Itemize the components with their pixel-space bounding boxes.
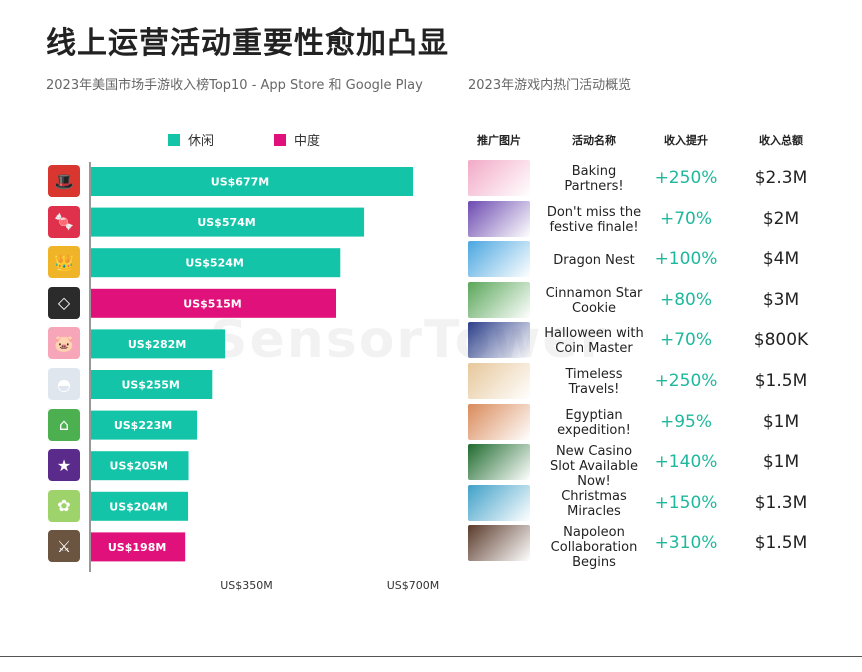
table-row: Baking Partners! +250% $2.3M xyxy=(466,160,856,200)
activity-name: Baking Partners! xyxy=(564,164,624,194)
activity-name: Don't miss the festive finale! xyxy=(546,204,642,235)
revenue-total: $1M xyxy=(762,452,800,473)
legend-label-midcore: 中度 xyxy=(294,134,321,149)
jackpot-party-icon: ★ xyxy=(48,449,80,482)
header-image: 推广图片 xyxy=(477,134,521,147)
bar-3 xyxy=(91,248,341,278)
promo-image xyxy=(468,363,530,399)
revenue-total: $1.3M xyxy=(754,492,808,513)
header-boost: 收入提升 xyxy=(664,134,708,147)
roblox-icon: ◇ xyxy=(48,286,80,319)
page-title: 线上运营活动重要性愈加凸显 xyxy=(46,26,449,61)
watermark: SensorTower xyxy=(210,310,608,370)
activity-name: Dragon Nest xyxy=(553,252,635,268)
chart-subtitle: 2023年美国市场手游收入榜Top10 - App Store 和 Google… xyxy=(46,78,423,93)
revenue-total: $2M xyxy=(762,208,800,229)
revenue-boost: +70% xyxy=(659,330,713,351)
bar-value-label: US$574M xyxy=(197,216,255,229)
revenue-total: $1.5M xyxy=(754,371,808,391)
activity-name: Cinnamon Star Cookie xyxy=(545,285,643,316)
revenue-total: $4M xyxy=(762,249,800,270)
revenue-total: $1.5M xyxy=(754,533,808,554)
promo-image xyxy=(468,525,530,562)
bar-6 xyxy=(91,370,213,399)
bar-value-label: US$255M xyxy=(121,379,179,392)
gardenscapes-icon: ✿ xyxy=(48,489,80,522)
revenue-boost: +250% xyxy=(654,168,718,188)
promo-image xyxy=(468,322,530,359)
bar-4 xyxy=(91,288,336,318)
legend-swatch-midcore xyxy=(274,133,287,146)
promo-image xyxy=(468,484,530,521)
bar-value-label: US$198M xyxy=(108,541,166,554)
bar-10 xyxy=(91,532,186,562)
table-row: Timeless Travels! +250% $1.5M xyxy=(466,363,856,403)
revenue-boost: +80% xyxy=(659,289,713,310)
activity-name: Napoleon Collaboration Begins xyxy=(550,525,638,571)
revenue-boost: +100% xyxy=(654,249,718,270)
table-row: Christmas Miracles +150% $1.3M xyxy=(466,484,856,525)
revenue-boost: +310% xyxy=(654,533,718,554)
legend-item-midcore: 中度 xyxy=(274,130,320,149)
promo-image xyxy=(468,281,530,318)
pokemon-go-icon: ◓ xyxy=(48,368,80,400)
bar-1 xyxy=(91,167,414,196)
x-tick-label: US$700M xyxy=(387,579,440,592)
revenue-total: $2.3M xyxy=(754,168,808,188)
header-name: 活动名称 xyxy=(572,134,616,147)
monopoly-go-icon: 🎩 xyxy=(48,165,80,197)
table-row: Halloween with Coin Master +70% $800K xyxy=(466,322,856,362)
table-row: Egyptian expedition! +95% $1M xyxy=(466,403,856,444)
bar-value-label: US$524M xyxy=(185,257,243,270)
royal-match-icon: 👑 xyxy=(48,246,80,279)
header-total: 收入总额 xyxy=(759,134,803,147)
table-row: Don't miss the festive finale! +70% $2M xyxy=(466,200,856,241)
activity-name: Christmas Miracles xyxy=(561,488,627,519)
strategy-game-icon: ⚔ xyxy=(48,530,80,563)
chart-legend: 休闲 中度 xyxy=(168,130,320,149)
bar-value-label: US$515M xyxy=(183,297,241,310)
bar-9 xyxy=(91,491,189,521)
bar-value-label: US$205M xyxy=(110,460,168,473)
legend-label-casual: 休闲 xyxy=(188,134,215,149)
township-icon: ⌂ xyxy=(48,408,80,441)
bar-value-label: US$204M xyxy=(109,500,167,513)
bar-value-label: US$282M xyxy=(128,338,186,351)
revenue-boost: +70% xyxy=(659,208,713,229)
revenue-boost: +140% xyxy=(654,452,718,473)
coin-master-icon: 🐷 xyxy=(48,327,80,360)
table-row: Cinnamon Star Cookie +80% $3M xyxy=(466,281,856,322)
promo-image xyxy=(468,160,530,196)
activity-name: New Casino Slot Available Now! xyxy=(550,444,638,490)
x-tick-label: US$350M xyxy=(220,579,273,592)
revenue-boost: +250% xyxy=(654,371,718,391)
bottom-rule xyxy=(0,656,862,657)
promo-image xyxy=(468,200,530,237)
table-row: New Casino Slot Available Now! +140% $1M xyxy=(466,444,856,489)
activity-name: Halloween with Coin Master xyxy=(544,326,644,357)
bar-8 xyxy=(91,451,189,481)
promo-image xyxy=(468,241,530,278)
bar-5 xyxy=(91,329,226,359)
revenue-boost: +150% xyxy=(654,492,718,513)
promo-image xyxy=(468,403,530,440)
revenue-total: $1M xyxy=(762,411,800,432)
bar-2 xyxy=(91,207,365,237)
promo-image xyxy=(468,444,530,481)
candy-crush-icon: 🍬 xyxy=(48,205,80,238)
activity-name: Egyptian expedition! xyxy=(557,407,631,438)
bar-value-label: US$677M xyxy=(211,176,269,189)
bar-value-label: US$223M xyxy=(114,419,172,432)
revenue-total: $3M xyxy=(762,289,800,310)
bar-7 xyxy=(91,410,198,440)
table-subtitle: 2023年游戏内热门活动概览 xyxy=(468,78,632,93)
legend-swatch-casual xyxy=(168,133,180,146)
table-row: Napoleon Collaboration Begins +310% $1.5M xyxy=(466,525,856,570)
activity-name: Timeless Travels! xyxy=(565,367,623,397)
revenue-boost: +95% xyxy=(659,411,713,432)
table-row: Dragon Nest +100% $4M xyxy=(466,241,856,281)
revenue-total: $800K xyxy=(753,330,809,351)
legend-item-casual: 休闲 xyxy=(168,130,214,149)
